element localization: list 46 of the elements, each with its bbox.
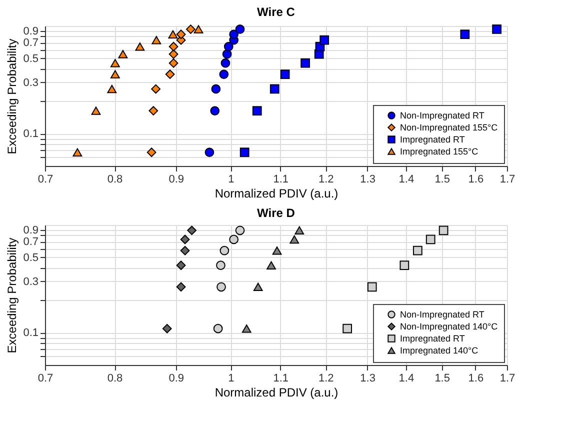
x-tick-label: 1 [228,174,234,186]
x-tick-label: 1.5 [434,372,450,384]
x-tick-label: 1.4 [398,174,414,186]
x-tick-label: 1.6 [468,372,484,384]
x-tick-label: 1.1 [273,372,288,384]
x-tick-label: 1.2 [318,372,334,384]
x-tick-label: 1.5 [434,174,450,186]
y-tick-label: 0.7 [23,236,38,248]
y-tick-label: 0.5 [23,52,38,65]
x-tick-label: 0.9 [168,174,184,186]
legend-label: Non-Impregnated RT [400,110,485,120]
y-tick-label: 0.7 [23,37,38,50]
legend-label: Non-Impregnated RT [400,310,485,320]
legend-label: Impregnated RT [400,134,466,144]
chart-title: Wire C [257,5,296,20]
x-tick-label: 1 [228,372,234,384]
chart-title: Wire D [257,206,296,220]
x-tick-label: 1.7 [500,372,516,384]
x-tick-label: 1.1 [273,174,288,186]
x-tick-label: 1.6 [468,174,484,186]
legend-label: Non-Impregnated 155°C [400,122,498,132]
y-tick-label: 0.1 [23,327,38,340]
x-tick-label: 0.8 [107,174,123,186]
x-tick-label: 0.7 [38,174,54,186]
y-tick-label: 0.3 [23,76,38,89]
y-tick-label: 0.5 [23,252,38,264]
legend-label: Impregnated 155°C [400,146,479,156]
x-axis-title: Normalized PDIV (a.u.) [214,186,338,200]
y-tick-label: 0.9 [23,25,38,38]
legend-label: Impregnated 140°C [400,346,479,356]
x-tick-label: 1.2 [318,174,334,186]
x-tick-label: 0.9 [168,372,184,384]
y-tick-label: 0.9 [23,224,38,236]
y-axis-title: Exceeding Probability [5,38,20,154]
y-axis-title: Exceeding Probability [5,238,20,354]
legend-label: Non-Impregnated 140°C [400,322,498,332]
x-tick-label: 1.7 [500,174,516,186]
x-tick-label: 1.3 [360,174,376,186]
x-axis-title: Normalized PDIV (a.u.) [214,386,338,400]
x-tick-label: 0.8 [107,372,123,384]
y-tick-label: 0.3 [23,276,38,288]
legend-label: Impregnated RT [400,334,466,344]
x-tick-label: 0.7 [38,372,54,384]
x-tick-label: 1.3 [360,372,376,384]
x-tick-label: 1.4 [398,372,414,384]
y-tick-label: 0.1 [23,128,38,140]
